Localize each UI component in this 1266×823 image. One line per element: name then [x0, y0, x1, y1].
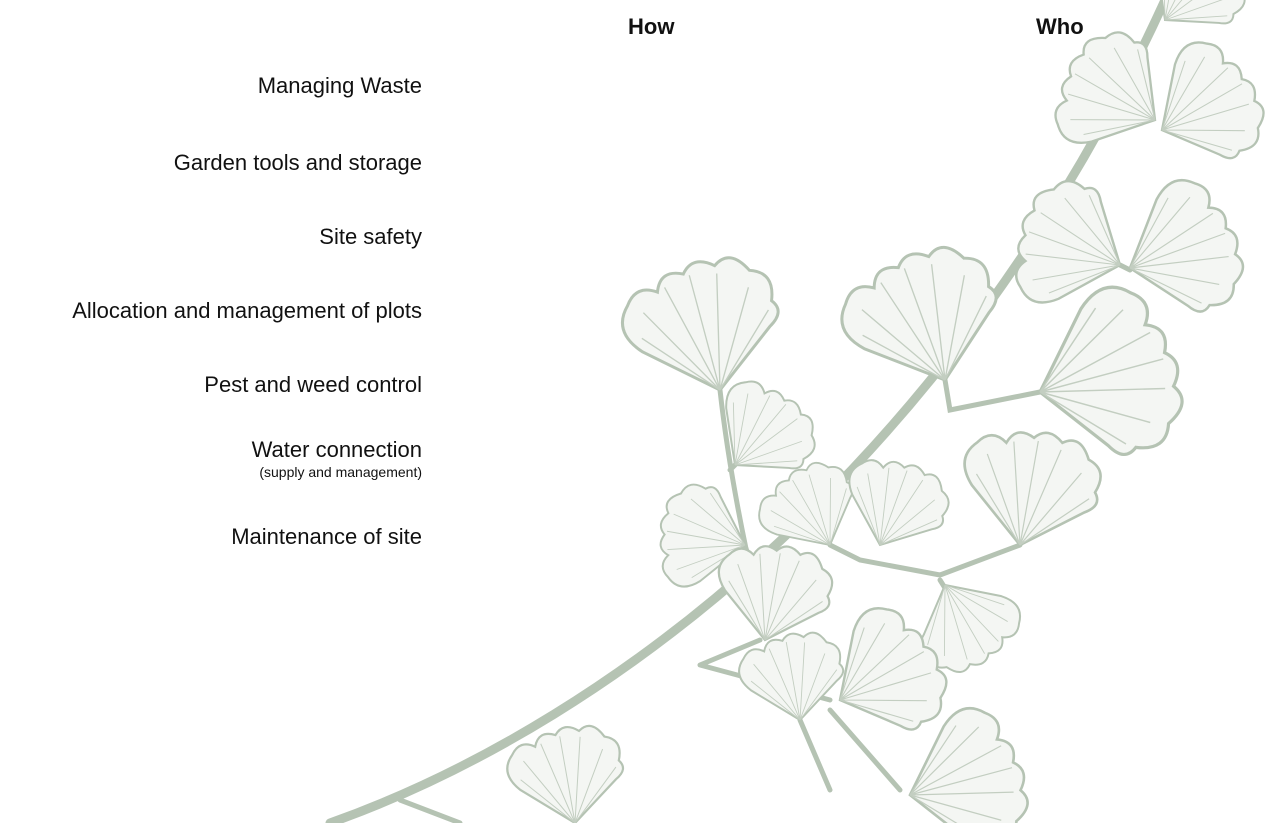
leaf	[826, 230, 1019, 409]
row-note: (supply and management)	[259, 464, 422, 480]
leaf	[1036, 16, 1187, 174]
column-header: Who	[1036, 14, 1084, 39]
row-label-block: Allocation and management of plots	[72, 298, 422, 324]
row-label: Managing Waste	[257, 73, 422, 98]
row-label: Pest and weed control	[204, 372, 422, 397]
row-label: Maintenance of site	[231, 524, 422, 549]
row-label-block: Water connection (supply and management)	[252, 437, 422, 481]
row-label-block: Maintenance of site	[231, 524, 422, 550]
leaf	[830, 445, 959, 564]
column-header: How	[628, 14, 675, 39]
leaf	[950, 418, 1109, 559]
row-label-block: Garden tools and storage	[174, 150, 422, 176]
row-label: Allocation and management of plots	[72, 298, 422, 323]
row-label: Water connection	[251, 437, 422, 462]
row-label: Site safety	[319, 224, 422, 249]
row-label-block: Managing Waste	[258, 73, 422, 99]
row-label: Garden tools and storage	[173, 150, 422, 175]
row-label-block: Site safety	[319, 224, 422, 250]
leaf	[609, 243, 796, 412]
row-label-block: Pest and weed control	[204, 372, 422, 398]
